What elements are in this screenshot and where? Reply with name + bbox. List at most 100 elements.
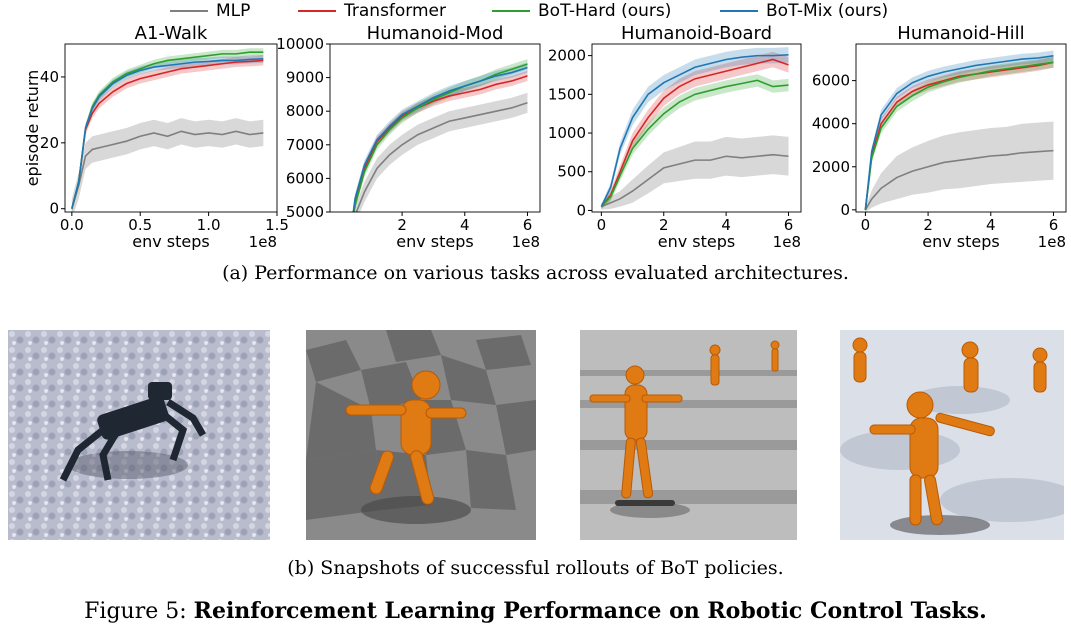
y-tick-label: 0: [840, 201, 850, 219]
band-mlp: [601, 135, 789, 210]
plot-2: 0 2 4 6 0 500 1000 1500 2000 Humanoid-Board env st…: [548, 23, 802, 250]
plot-frame: [329, 43, 541, 213]
y-tick-label: 500: [557, 163, 586, 181]
x-multiplier-label: 1e8: [1038, 233, 1066, 250]
line-transformer: [600, 58, 789, 208]
y-tick-label: 0: [49, 200, 59, 218]
line-mlp: [601, 153, 789, 208]
x-tick-label: 4: [721, 216, 731, 234]
chart-legend: MLP Transformer BoT-Hard (ours) BoT-Mix …: [0, 0, 1071, 22]
plot-title: A1-Walk: [135, 23, 208, 44]
plot-title: Humanoid-Board: [621, 23, 772, 44]
plot-3-series: [864, 50, 1054, 212]
x-tick-label: 0: [597, 216, 607, 234]
y-tick-label: 2000: [812, 158, 850, 176]
line-bot_mix: [352, 66, 528, 212]
snapshot-a1-walk: [8, 330, 270, 540]
y-tick-label: 8000: [286, 102, 324, 120]
x-axis-label: env steps: [922, 232, 999, 250]
plot-0-series: [71, 48, 264, 212]
x-multiplier-label: 1e8: [773, 233, 801, 250]
band-mlp: [71, 118, 264, 212]
legend-label-bot-mix: BoT-Mix (ours): [766, 1, 889, 21]
x-tick-label: 2: [397, 216, 407, 234]
band-mlp: [865, 121, 1054, 212]
band-mlp: [354, 92, 528, 212]
x-axis-label: env steps: [132, 232, 209, 250]
y-tick-label: 4000: [812, 115, 850, 133]
legend-item-bot-hard: BoT-Hard (ours): [492, 0, 671, 22]
x-tick-label: 6: [784, 216, 794, 234]
plot-title: Humanoid-Mod: [367, 23, 504, 44]
y-tick-label: 2000: [548, 47, 586, 65]
legend-item-mlp: MLP: [170, 0, 250, 22]
y-tick-label: 0: [576, 201, 586, 219]
band-bot_mix: [352, 62, 528, 212]
line-bot_hard: [353, 63, 528, 212]
x-tick-label: 2: [659, 216, 669, 234]
y-tick-label: 7000: [286, 136, 324, 154]
x-tick-label: 0.5: [128, 216, 152, 234]
line-mlp: [355, 102, 528, 212]
plot-1: 2 4 6 5000 6000 7000 8000 9000 10000 Humanoid-Mod…: [276, 23, 541, 250]
legend-swatch-bot-mix: [720, 10, 758, 12]
figure-label: Figure 5:: [84, 599, 187, 624]
line-transformer: [71, 59, 264, 209]
legend-item-transformer: Transformer: [298, 0, 446, 22]
caption-b: (b) Snapshots of successful rollouts of …: [287, 557, 784, 579]
line-bot_mix: [71, 58, 264, 209]
caption-a: (a) Performance on various tasks across …: [222, 262, 849, 284]
plot-frame: [591, 43, 802, 213]
x-tick-label: 4: [986, 216, 996, 234]
x-tick-label: 1.0: [197, 216, 221, 234]
figure-title: Reinforcement Learning Performance on Ro…: [193, 598, 987, 624]
x-multiplier-label: 1e8: [249, 233, 277, 250]
x-tick-label: 0: [861, 216, 871, 234]
y-tick-label: 10000: [276, 35, 324, 53]
y-tick-label: 5000: [286, 203, 324, 221]
legend-swatch-mlp: [170, 10, 208, 12]
y-tick-label: 1500: [548, 85, 586, 103]
x-axis-label: env steps: [658, 232, 735, 250]
x-tick-label: 2: [923, 216, 933, 234]
plot-title: Humanoid-Hill: [897, 23, 1024, 44]
legend-label-bot-hard: BoT-Hard (ours): [538, 1, 672, 21]
y-tick-label: 1000: [548, 124, 586, 142]
y-tick-label: 40: [40, 68, 59, 86]
line-bot_mix: [864, 55, 1054, 210]
plot-0: 0.0 0.5 1.0 1.5 0 20 40 A1-Walk env steps 1e8 epis…: [23, 23, 289, 250]
plot-2-series: [600, 47, 789, 210]
plot-1-series: [352, 59, 528, 212]
legend-swatch-bot-hard: [492, 10, 530, 12]
line-transformer: [864, 61, 1054, 210]
legend-label-transformer: Transformer: [344, 1, 447, 21]
line-bot_hard: [600, 79, 789, 208]
figure-caption: Figure 5: Reinforcement Learning Perform…: [0, 598, 1071, 624]
legend-item-bot-mix: BoT-Mix (ours): [720, 0, 888, 22]
plot-frame: [855, 43, 1067, 213]
plot-3: 0 2 4 6 0 2000 4000 6000 Humanoid-Hill env steps 1…: [812, 23, 1067, 250]
band-bot_mix: [601, 47, 789, 209]
x-tick-label: 0.0: [60, 216, 84, 234]
x-tick-label: 6: [1049, 216, 1059, 234]
x-axis-label: env steps: [396, 232, 473, 250]
y-axis-label: episode return: [23, 70, 42, 187]
x-tick-label: 6: [523, 216, 533, 234]
snapshot-humanoid-board: [580, 330, 797, 540]
line-bot_mix: [600, 54, 789, 207]
line-mlp: [71, 130, 264, 209]
x-multiplier-label: 1e8: [512, 233, 540, 250]
legend-swatch-transformer: [298, 10, 336, 12]
x-tick-label: 1.5: [265, 216, 289, 234]
line-bot_hard: [864, 61, 1054, 210]
plot-frame: [64, 43, 278, 213]
line-mlp: [864, 149, 1054, 211]
band-bot_hard: [353, 59, 528, 212]
y-tick-label: 20: [40, 134, 59, 152]
snapshot-humanoid-hill: [840, 330, 1064, 540]
snapshot-humanoid-mod: [306, 330, 536, 540]
x-tick-label: 4: [460, 216, 470, 234]
legend-label-mlp: MLP: [216, 1, 251, 21]
y-tick-label: 6000: [812, 72, 850, 90]
